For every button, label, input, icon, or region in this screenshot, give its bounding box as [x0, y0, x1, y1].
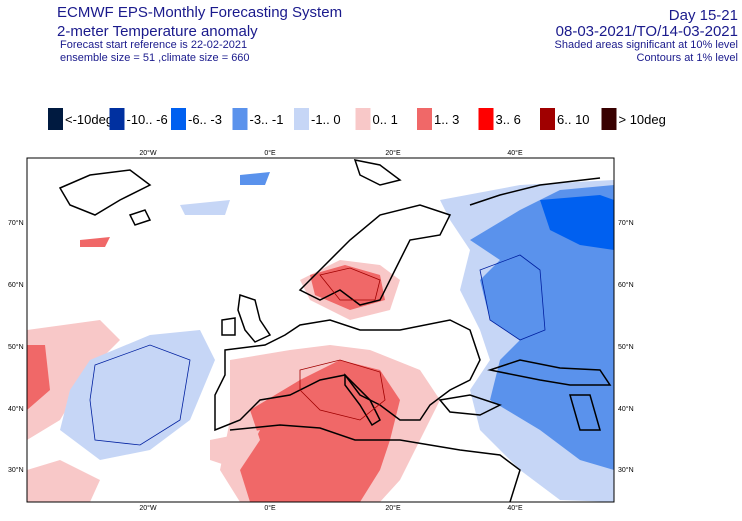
- legend-label: 1.. 3: [434, 112, 459, 127]
- info: Forecast start reference is 22-02-2021: [60, 39, 247, 51]
- lat-label: 30°N: [8, 466, 24, 474]
- day-range: Day 15-21: [669, 7, 738, 24]
- lat-label: 50°N: [8, 343, 24, 351]
- legend-label: > 10deg: [619, 112, 666, 127]
- lon-label: 40°E: [507, 149, 523, 157]
- legend-swatch: [601, 108, 617, 130]
- legend-label: <-10deg: [65, 112, 113, 127]
- lon-label: 0°E: [264, 504, 276, 512]
- lat-label: 50°N: [618, 343, 634, 351]
- legend-swatch: [232, 108, 248, 130]
- legend-label: -1.. 0: [311, 112, 341, 127]
- map-area: [27, 159, 614, 502]
- date-range: 08-03-2021/TO/14-03-2021: [556, 23, 738, 40]
- lat-label: 60°N: [8, 281, 24, 289]
- lat-label: 60°N: [618, 281, 634, 289]
- legend-label: 3.. 6: [496, 112, 521, 127]
- subtitle: 2-meter Temperature anomaly: [57, 23, 258, 40]
- legend-swatch: [294, 108, 309, 130]
- legend: <-10deg -10.. -6 -6.. -3 -3.. -1 -1.. 0 0.. 1…: [48, 108, 666, 130]
- map-frame: [26, 157, 615, 503]
- legend-label: -6.. -3: [188, 112, 222, 127]
- legend-swatch: [355, 108, 371, 130]
- graticule-labels: 20°W 20°W 0°E 0°E 20°E 20°E 40°E 40°E 70°N 70°N 60…: [8, 149, 634, 512]
- legend-label: 6.. 10: [557, 112, 590, 127]
- lon-label: 0°E: [264, 149, 276, 157]
- legend-swatch: [478, 108, 494, 130]
- lat-label: 40°N: [618, 405, 634, 413]
- legend-swatch: [417, 108, 432, 130]
- lon-label: 20°E: [385, 504, 401, 512]
- lon-label: 20°W: [139, 149, 157, 157]
- info: Shaded areas significant at 10% level: [555, 39, 738, 51]
- lat-label: 70°N: [8, 219, 24, 227]
- legend-swatch: [171, 108, 186, 130]
- lon-label: 20°W: [139, 504, 157, 512]
- legend-label: 0.. 1: [373, 112, 398, 127]
- lat-label: 70°N: [618, 219, 634, 227]
- info: ensemble size = 51 ,climate size = 660: [60, 52, 250, 64]
- info: Contours at 1% level: [637, 52, 739, 64]
- legend-swatch: [48, 108, 63, 130]
- legend-label: -10.. -6: [127, 112, 168, 127]
- title: ECMWF EPS-Monthly Forecasting System: [57, 4, 342, 21]
- lon-label: 20°E: [385, 149, 401, 157]
- legend-swatch: [540, 108, 555, 130]
- legend-swatch: [109, 108, 125, 130]
- lat-label: 30°N: [618, 466, 634, 474]
- legend-label: -3.. -1: [250, 112, 284, 127]
- lat-label: 40°N: [8, 405, 24, 413]
- lon-label: 40°E: [507, 504, 523, 512]
